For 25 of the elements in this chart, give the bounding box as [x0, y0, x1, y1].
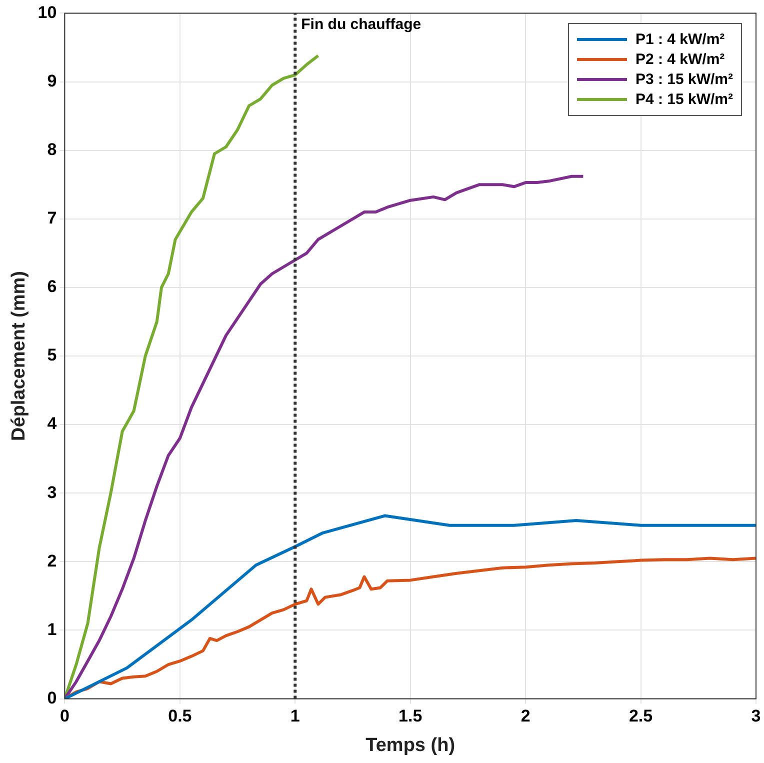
y-tick-label: 7 [47, 208, 57, 228]
x-tick-label: 3 [751, 706, 761, 726]
y-tick-label: 3 [47, 482, 57, 502]
y-axis-title: Déplacement (mm) [8, 271, 30, 441]
x-tick-label: 1.5 [398, 706, 422, 726]
ref-line-label: Fin du chauffage [301, 16, 422, 33]
x-tick-label: 0.5 [168, 706, 192, 726]
x-tick-label: 2.5 [628, 706, 653, 726]
y-tick-label: 5 [47, 346, 57, 365]
y-tick-label: 0 [47, 688, 57, 708]
y-tick-label: 1 [47, 620, 57, 639]
y-tick-label: 2 [47, 551, 57, 570]
x-tick-label: 0 [60, 706, 70, 726]
x-tick-label: 2 [520, 706, 530, 726]
y-tick-label: 4 [47, 414, 58, 434]
x-axis-title: Temps (h) [366, 734, 456, 756]
legend-label: P1 : 4 kW/m² [635, 31, 725, 48]
y-tick-label: 6 [47, 277, 57, 296]
legend-label: P4 : 15 kW/m² [635, 91, 733, 108]
legend-label: P3 : 15 kW/m² [635, 71, 733, 88]
y-tick-label: 8 [47, 140, 57, 160]
y-tick-label: 9 [47, 71, 57, 90]
y-tick-label: 10 [38, 2, 57, 22]
legend-label: P2 : 4 kW/m² [635, 51, 725, 68]
x-tick-label: 1 [290, 706, 300, 726]
